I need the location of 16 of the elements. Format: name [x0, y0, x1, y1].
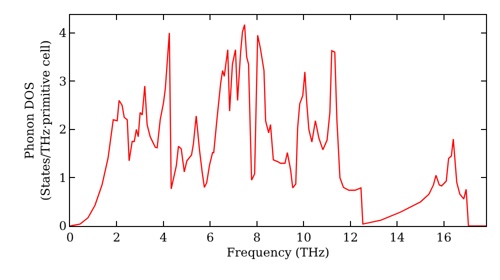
- x-tick-label: 8: [253, 230, 261, 244]
- x-tick-label: 2: [112, 230, 121, 244]
- line-series: [70, 24, 486, 226]
- y-tick-label: 3: [58, 74, 67, 88]
- y-axis-title: Phonon DOS (States/THz·primitive cell): [22, 40, 52, 201]
- x-tick-label: 16: [436, 230, 452, 244]
- x-tick-label: 14: [390, 230, 406, 244]
- x-tick-label: 10: [296, 230, 312, 244]
- y-tick-label: 2: [58, 122, 67, 137]
- y-tick-label: 4: [58, 26, 67, 40]
- x-axis-title: Frequency (THz): [226, 245, 330, 260]
- x-tick-label: 6: [206, 230, 214, 244]
- x-tick-label: 4: [160, 230, 168, 244]
- x-tick-label: 12: [342, 230, 358, 244]
- y-tick-label: 1: [58, 170, 67, 185]
- y-tick-label: 0: [58, 219, 67, 234]
